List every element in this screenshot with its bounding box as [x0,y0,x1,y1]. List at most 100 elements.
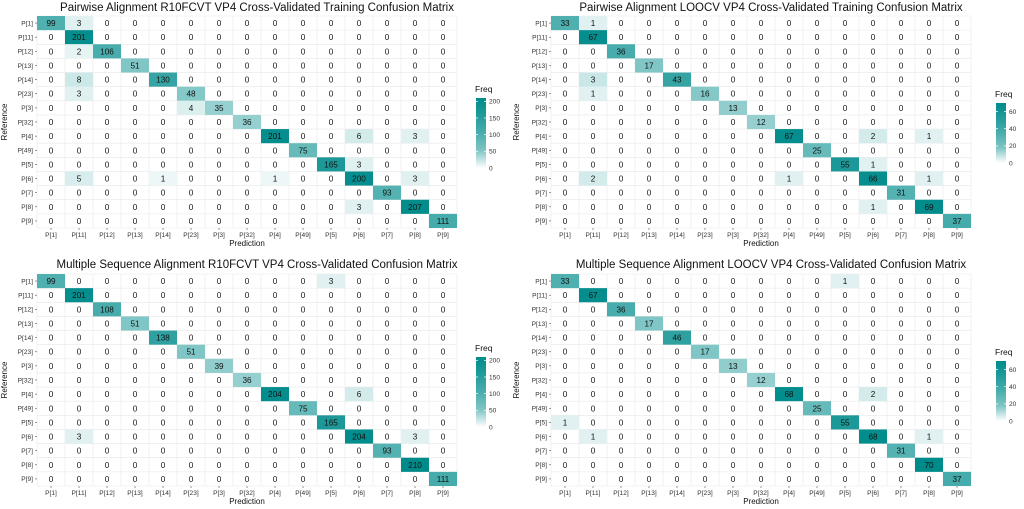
cell-value: 0 [217,47,222,56]
heatmap-panel-2: Pairwise Alignment LOOCV VP4 Cross-Valid… [512,2,1017,248]
cell-value: 0 [871,146,876,155]
cell-value: 0 [675,160,680,169]
cell-value: 0 [357,291,362,300]
cell-value: 0 [301,217,306,226]
cell-value: 0 [77,146,82,155]
cell-value: 0 [871,319,876,328]
cell-value: 0 [563,189,568,198]
cell-value: 0 [105,61,110,70]
cell-value: 0 [815,90,820,99]
cell-value: 0 [619,334,624,343]
x-tick-label: P[5] [839,232,851,239]
cell-value: 0 [759,47,764,56]
cell-value: 0 [161,33,166,42]
cell-value: 0 [329,475,334,484]
heatmap-cell [373,443,401,458]
cell-value: 0 [189,390,194,399]
cell-value: 0 [217,146,222,155]
cell-value: 0 [927,404,932,413]
cell-value: 0 [843,175,848,184]
cell-value: 0 [245,217,250,226]
cell-value: 0 [385,19,390,28]
cell-value: 0 [77,390,82,399]
cell-value: 0 [217,475,222,484]
x-tick-label: P[14] [669,490,685,497]
cell-value: 0 [955,132,960,141]
cell-value: 0 [77,348,82,357]
cell-value: 0 [759,418,764,427]
cell-value: 3 [329,277,334,286]
legend-tick-label: 20 [1009,401,1017,408]
cell-value: 0 [899,104,904,113]
cell-value: 0 [105,203,110,212]
heatmap-cell [747,372,775,388]
x-tick-label: P[4] [269,232,281,239]
cell-value: 0 [133,146,138,155]
cell-value: 0 [927,447,932,456]
cell-value: 0 [245,90,250,99]
cell-value: 0 [329,104,334,113]
cell-value: 0 [731,319,736,328]
cell-value: 13 [728,104,738,113]
legend: Freq 0 20 40 60 [995,89,1017,167]
cell-value: 0 [675,305,680,314]
cell-value: 0 [871,90,876,99]
cell-value: 0 [441,376,446,385]
cell-value: 0 [357,461,362,470]
cell-value: 0 [647,189,652,198]
cell-value: 0 [161,475,166,484]
y-tick-label: P[6] [535,434,547,441]
heatmap-cell [579,86,607,101]
cell-value: 0 [245,404,250,413]
cell-value: 0 [815,104,820,113]
heatmap-cell [831,274,859,289]
cell-value: 0 [591,189,596,198]
cell-value: 0 [329,203,334,212]
cell-value: 0 [133,404,138,413]
y-tick-label: P[5] [21,420,33,427]
cell-value: 0 [357,19,362,28]
cell-value: 0 [105,291,110,300]
cell-value: 0 [647,19,652,28]
cell-value: 0 [301,433,306,442]
x-tick-label: P[32] [239,232,255,239]
cell-value: 0 [787,47,792,56]
cell-value: 0 [703,447,708,456]
cell-value: 0 [815,362,820,371]
cell-value: 0 [843,217,848,226]
cell-value: 0 [675,146,680,155]
heatmap-cell [429,471,457,486]
cell-value: 1 [273,175,278,184]
cell-value: 0 [161,319,166,328]
cell-value: 0 [647,418,652,427]
y-tick-label: P[32] [18,377,34,384]
cell-value: 0 [619,146,624,155]
cell-value: 4 [189,104,194,113]
cell-value: 0 [189,33,194,42]
cell-value: 0 [105,175,110,184]
heatmap-cell [261,387,289,402]
legend-tick-label: 100 [489,391,500,398]
heatmap-cell [635,58,663,73]
x-tick-label: P[12] [613,490,629,497]
cell-value: 0 [815,132,820,141]
cell-value: 0 [329,33,334,42]
cell-value: 0 [927,90,932,99]
cell-value: 2 [871,132,876,141]
cell-value: 0 [49,362,54,371]
cell-value: 0 [413,90,418,99]
cell-value: 0 [301,76,306,85]
heatmap-panel-4: Multiple Sequence Alignment LOOCV VP4 Cr… [512,259,1017,506]
cell-value: 99 [46,19,56,28]
cell-value: 0 [843,104,848,113]
cell-value: 0 [301,319,306,328]
cell-value: 0 [49,146,54,155]
x-tick-label: P[13] [127,490,143,497]
y-tick-label: P[14] [532,77,548,84]
cell-value: 0 [133,189,138,198]
cell-value: 75 [298,404,308,413]
cell-value: 99 [46,277,56,286]
cell-value: 0 [49,118,54,127]
cell-value: 0 [385,418,390,427]
x-tick-label: P[14] [669,232,685,239]
